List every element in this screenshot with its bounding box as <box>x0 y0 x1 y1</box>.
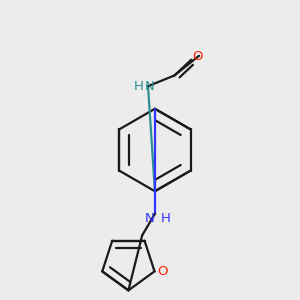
Text: H: H <box>133 80 143 93</box>
Text: O: O <box>192 50 202 63</box>
Text: O: O <box>157 265 168 278</box>
Text: N: N <box>145 80 155 93</box>
Text: N: N <box>145 212 155 225</box>
Text: H: H <box>161 212 171 225</box>
